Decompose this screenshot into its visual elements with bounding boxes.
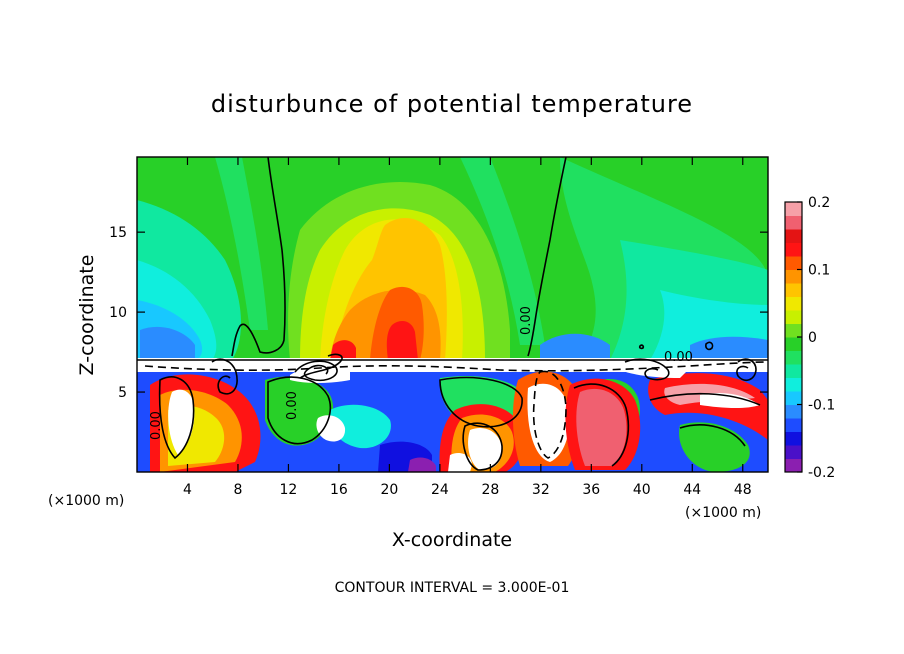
blue-right — [540, 333, 610, 360]
colorbar-swatch — [785, 391, 802, 405]
contour-label: 0.00 — [285, 391, 300, 420]
y-tick-label: 10 — [109, 305, 127, 321]
colorbar-swatch — [785, 202, 802, 216]
colorbar-swatch — [785, 229, 802, 243]
x-tick-label: 16 — [330, 482, 348, 498]
red-core-1 — [386, 320, 418, 360]
white-patch-3 — [316, 415, 346, 442]
swirl-cluster-2 — [299, 353, 343, 379]
colorbar-tick-label: 0.2 — [808, 195, 830, 211]
upper-layer — [137, 157, 768, 360]
heatmap-field — [137, 157, 768, 472]
contour-label: 0.00 — [149, 411, 164, 440]
x-tick-label: 36 — [582, 482, 600, 498]
colorbar-tick-label: -0.1 — [808, 398, 835, 414]
cyan-blob-1 — [329, 404, 391, 449]
lightgreen-band-1 — [215, 157, 268, 330]
dashed-contour-strip — [144, 361, 768, 372]
small-loop-2 — [638, 344, 645, 350]
x-tick-label: 12 — [280, 482, 298, 498]
colorbar-swatch — [785, 310, 802, 324]
colorbar-swatch — [785, 283, 802, 297]
x-tick-label: 28 — [481, 482, 499, 498]
x-tick-label: 8 — [233, 482, 242, 498]
x-tick-label: 40 — [633, 482, 651, 498]
small-loop-1 — [705, 341, 714, 351]
chart-title: disturbunce of potential temperature — [211, 90, 693, 118]
colorbar-swatch — [785, 445, 802, 459]
colorbar-swatch — [785, 404, 802, 419]
x-tick-label: 4 — [183, 482, 192, 498]
x-tick-label: 20 — [380, 482, 398, 498]
colorbar-tick-label: 0 — [808, 330, 817, 346]
contour-label: 0.00 — [664, 350, 693, 365]
contour-interval-note: CONTOUR INTERVAL = 3.000E-01 — [335, 580, 570, 596]
swirl-cluster-5 — [736, 358, 757, 382]
solid-green-outline-3 — [679, 424, 746, 447]
x-unit-left: (×1000 m) — [48, 493, 124, 509]
lightgreen-band-2 — [460, 157, 545, 345]
solid-eddy-left — [158, 376, 195, 460]
purple-blob — [408, 457, 436, 472]
x-axis-ticks: 4 8 12 16 20 24 28 32 36 40 44 48 — [183, 157, 752, 498]
colorbar-tick-label: 0.1 — [808, 263, 830, 279]
dashed-eddy-center — [532, 370, 567, 459]
colorbar-swatch — [785, 242, 802, 257]
zero-contour-left — [231, 157, 286, 357]
colorbar — [784, 201, 803, 473]
white-eddy-far — [700, 393, 760, 409]
colorbar-swatch — [785, 256, 802, 270]
lower-layer — [137, 358, 768, 472]
solid-green-outline-2 — [439, 376, 523, 428]
swirl-cluster-1 — [294, 360, 338, 382]
x-axis-label: X-coordinate — [392, 529, 512, 551]
green-blob-1 — [265, 376, 334, 446]
solid-green-outline-1 — [267, 376, 332, 445]
colorbar-swatch — [785, 458, 802, 473]
colorbar-ticks: 0.2 0.1 0 -0.1 -0.2 — [797, 195, 835, 481]
y-tick-label: 15 — [109, 225, 127, 241]
y-tick-label: 5 — [118, 385, 127, 401]
eddy-contour-far — [649, 392, 761, 406]
swirl-cluster-3 — [211, 358, 238, 395]
zero-contour-right — [527, 157, 567, 357]
colorbar-swatch — [785, 364, 802, 378]
x-unit-right: (×1000 m) — [685, 505, 761, 521]
x-tick-label: 32 — [532, 482, 550, 498]
colorbar-swatch — [785, 377, 802, 392]
contour-label: 0.00 — [519, 306, 534, 335]
colorbar-swatch — [785, 337, 802, 351]
colorbar-swatch — [785, 418, 802, 432]
colorbar-swatch — [785, 323, 802, 338]
contour-label-group: 0.00 0.00 0.00 0.00 — [149, 306, 693, 440]
blue-left — [140, 326, 195, 360]
white-patch-4 — [448, 453, 472, 472]
y-axis-label: Z-coordinate — [76, 255, 98, 376]
x-tick-label: 48 — [734, 482, 752, 498]
colorbar-swatch — [785, 431, 802, 446]
colorbar-swatch — [785, 350, 802, 365]
pink-swirl-right — [576, 388, 627, 466]
colorbar-swatch — [785, 215, 802, 230]
solid-eddy-right — [573, 383, 630, 467]
y-axis-ticks: 5 10 15 — [109, 225, 768, 401]
green-blob-4 — [679, 422, 750, 472]
x-tick-label: 44 — [683, 482, 701, 498]
colorbar-swatch — [785, 296, 802, 311]
plot-frame — [136, 156, 769, 473]
swirl-cluster-4 — [624, 358, 670, 381]
white-eddy-mid — [468, 428, 503, 470]
white-eddy-center — [527, 383, 570, 462]
x-tick-label: 24 — [431, 482, 449, 498]
colorbar-tick-label: -0.2 — [808, 465, 835, 481]
white-strip — [137, 358, 768, 372]
colorbar-swatch — [785, 269, 802, 284]
contour-lines — [137, 157, 768, 471]
